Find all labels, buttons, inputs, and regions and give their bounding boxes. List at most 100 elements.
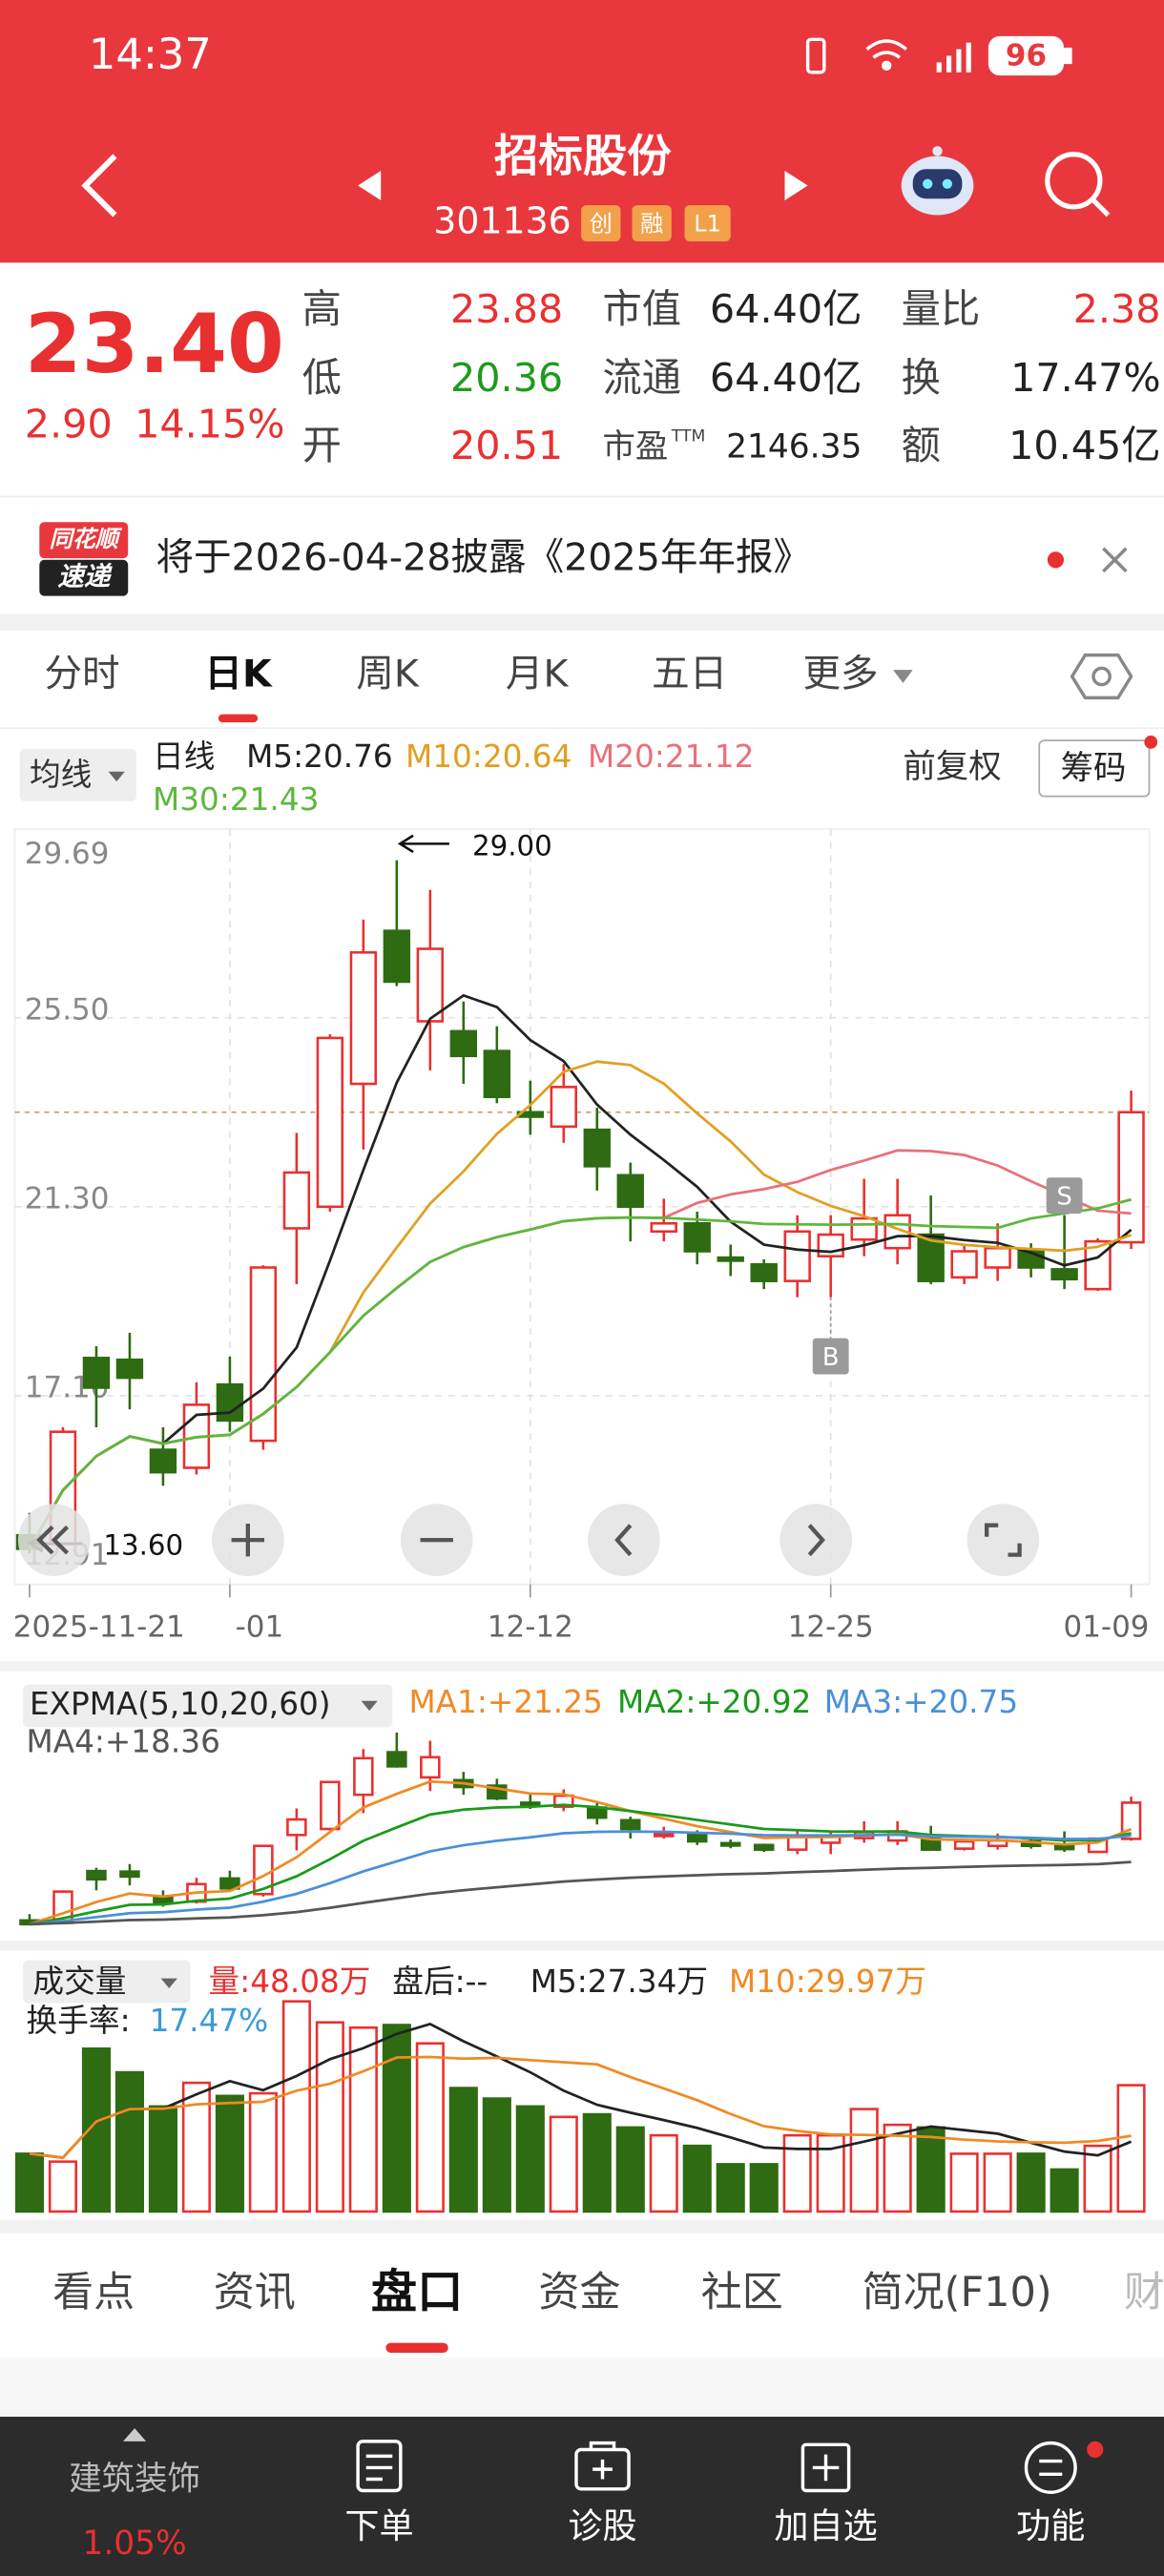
volume-stat: 量:48.08万 (209, 1963, 371, 2000)
sector-name[interactable]: 建筑装饰 (69, 2461, 200, 2499)
period-tab[interactable]: 分时 (44, 652, 119, 696)
volume-bar (749, 2163, 779, 2213)
expma-line (29, 1803, 1132, 1926)
expma-title[interactable]: EXPMA(5,10,20,60) (30, 1686, 331, 1722)
ma-line (28, 1197, 1132, 1549)
bottom-nav-bg (0, 2417, 1164, 2576)
high-arrow (397, 834, 449, 854)
chips-button[interactable]: 筹码 (1061, 750, 1127, 788)
field-value: 2146.35 (726, 427, 862, 466)
prev-stock[interactable] (358, 170, 382, 200)
line-type: 日线 (153, 738, 215, 775)
field-label: 市值 (603, 286, 682, 332)
info-tab[interactable]: 财 (1124, 2269, 1164, 2316)
candle-body (550, 1086, 577, 1129)
candle-body (320, 1780, 341, 1831)
expma-line (29, 1860, 1132, 1926)
info-tab[interactable]: 社区 (701, 2269, 783, 2316)
field-label-sup: TTM (671, 427, 706, 447)
signal-label: B (822, 1343, 840, 1372)
stock-tag: 创 (590, 211, 613, 238)
candle-body (353, 1756, 374, 1797)
info-tab[interactable]: 盘口 (371, 2266, 463, 2319)
volume-bar (382, 2024, 411, 2213)
volume-ma-line (29, 2055, 1132, 2159)
volume-bar (649, 2133, 678, 2213)
volume-select-bg[interactable] (23, 1960, 191, 2004)
period-tab[interactable]: 更多 (802, 652, 878, 696)
volume-labels: 量:48.08万 盘后:-- M5:27.34万 M10:29.97万 (209, 1963, 927, 2000)
notice-close[interactable] (1102, 547, 1128, 573)
turnover-value: 17.47% (150, 2003, 269, 2039)
field-label: 换 (902, 355, 941, 401)
candle-body (282, 1171, 311, 1230)
volume-bar (582, 2112, 612, 2213)
nav-item[interactable]: 加自选 (774, 2505, 877, 2546)
signal-box (812, 1338, 849, 1375)
nav-item[interactable]: 诊股 (568, 2505, 636, 2546)
volume-bar (716, 2163, 745, 2213)
expma-select-bg[interactable] (23, 1684, 393, 1728)
sector-arrow (123, 2428, 147, 2441)
period-tabs: 分时 日K 周K 月K 五日 更多 (44, 652, 913, 723)
volume-bar (348, 2025, 378, 2213)
candle-body (420, 1755, 441, 1779)
period-tab[interactable]: 周K (356, 652, 420, 696)
nav-item[interactable]: 下单 (344, 2505, 413, 2546)
dropdown-arrow (361, 1700, 378, 1712)
field-label: 低 (302, 355, 342, 401)
y-tick-label: 25.50 (25, 992, 110, 1027)
volume-bar (883, 2123, 912, 2213)
chips-dot (1144, 735, 1158, 749)
ma-label: M10:20.64 (405, 738, 572, 775)
period-tab[interactable]: 五日 (652, 652, 727, 696)
candle-body (349, 950, 378, 1086)
settings-icon[interactable] (1070, 653, 1133, 700)
indicator-select[interactable]: 均线 (30, 757, 92, 793)
field-label: 开 (302, 423, 342, 468)
back-button[interactable] (81, 154, 117, 218)
x-tick-label: -01 (236, 1610, 284, 1645)
adjust-mode[interactable]: 前复权 (903, 748, 1001, 786)
status-icons (805, 35, 1072, 76)
indicator-select-bg[interactable] (19, 748, 136, 801)
battery-level: 96 (1006, 39, 1047, 73)
field-value: 23.88 (450, 286, 563, 332)
volume-bar (48, 2160, 78, 2213)
info-tab[interactable]: 看点 (52, 2269, 135, 2316)
notice-logo (39, 522, 129, 596)
info-tab[interactable]: 简况(F10) (863, 2269, 1052, 2316)
nav-item[interactable]: 功能 (1016, 2505, 1085, 2546)
search-icon[interactable] (1045, 152, 1111, 218)
info-tab[interactable]: 资讯 (214, 2269, 296, 2316)
turnover-label: 换手率: (27, 2003, 131, 2039)
divider (0, 495, 1164, 498)
volume-bar (1116, 2084, 1146, 2213)
candle-body (449, 1029, 478, 1058)
info-tab[interactable]: 资金 (538, 2269, 620, 2316)
candle-body (1053, 1844, 1075, 1851)
next-stock[interactable] (784, 170, 808, 200)
volume-stat: M5:27.34万 (530, 1963, 708, 2000)
period-tab[interactable]: 月K (506, 652, 570, 696)
volume-bar (14, 2152, 45, 2213)
sector-change: 1.05% (82, 2524, 186, 2563)
volume-ma-line (29, 2022, 1133, 2159)
robot-icon[interactable] (901, 146, 974, 216)
volume-title[interactable]: 成交量 (32, 1963, 126, 2000)
period-tab[interactable]: 日K (204, 652, 273, 696)
candle-body (953, 1839, 975, 1850)
volume-bar (148, 2105, 177, 2213)
candle-body (219, 1877, 240, 1890)
chips-button-bg[interactable] (1038, 739, 1151, 798)
field-label: 市盈 (603, 427, 669, 466)
volume-bar (782, 2133, 812, 2213)
candle-body (520, 1801, 541, 1807)
x-tick-label: 12-25 (788, 1610, 874, 1645)
stock-code: 301136 (433, 200, 571, 242)
spacer (0, 2358, 1164, 2418)
notice-text[interactable]: 将于2026-04-28披露《2025年年报》 (156, 535, 811, 579)
field-value: 2.38 (1073, 286, 1161, 332)
